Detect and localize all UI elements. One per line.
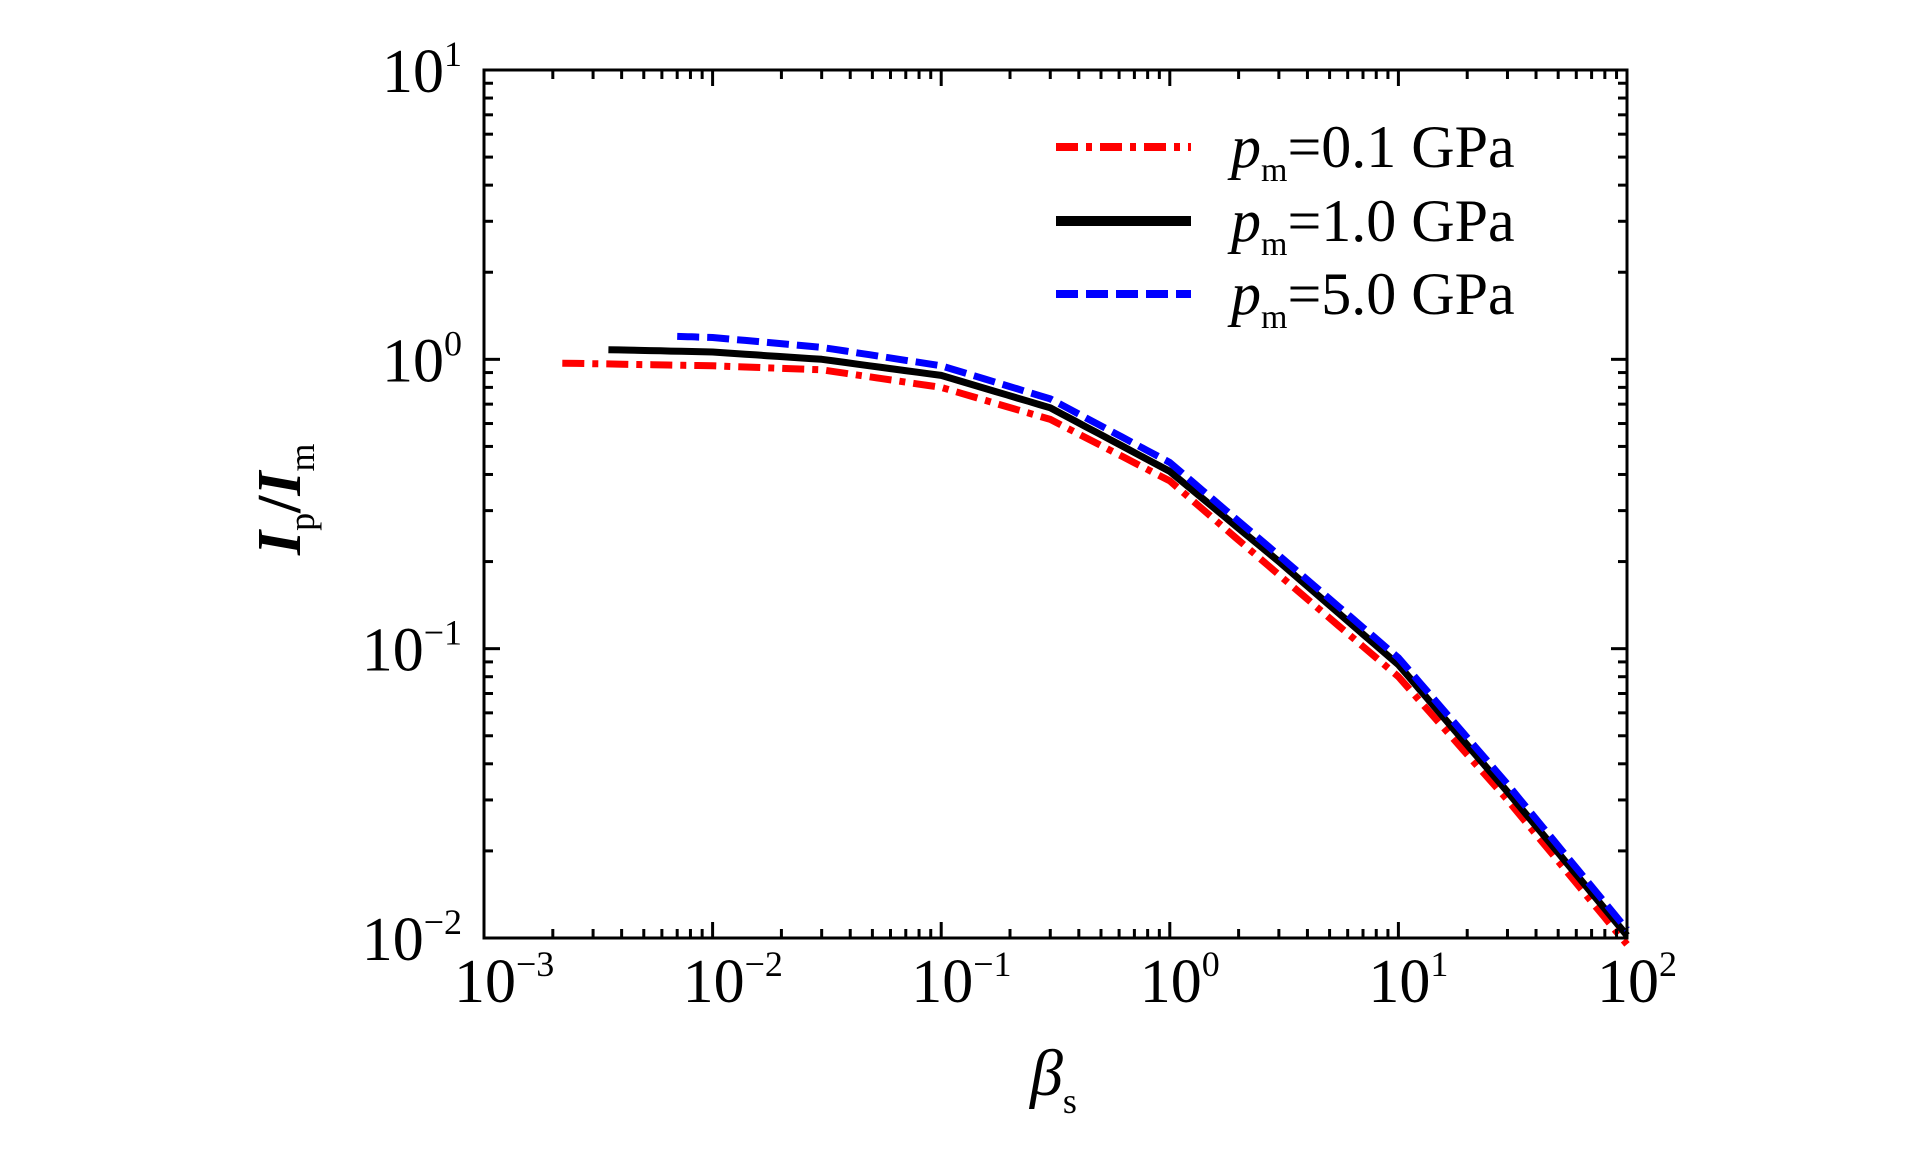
x-tick-label: 10−3 — [454, 944, 554, 1016]
y-tick-label: 100 — [382, 323, 462, 395]
x-tick-label: 100 — [1140, 944, 1220, 1016]
y-tick-label: 10−1 — [362, 613, 462, 685]
y-axis-label: Ip/Im — [246, 443, 322, 556]
x-tick-label: 102 — [1597, 944, 1677, 1016]
y-tick-label: 10−2 — [362, 902, 462, 974]
plot-frame — [482, 68, 1629, 940]
x-axis-label: βs — [1028, 1037, 1077, 1121]
legend-label-3: pm=5.0 GPa — [1227, 261, 1515, 336]
x-tick-label: 10−2 — [683, 944, 783, 1016]
curves — [562, 332, 1630, 947]
series-line-2 — [608, 346, 1630, 938]
legend-label-1: pm=0.1 GPa — [1227, 114, 1515, 189]
x-tick-label: 101 — [1368, 944, 1448, 1016]
x-tick-label: 10−1 — [911, 944, 1011, 1016]
series-line-1 — [562, 359, 1630, 947]
y-tick-label: 101 — [382, 34, 462, 106]
legend-label-2: pm=1.0 GPa — [1227, 188, 1515, 263]
series-line-3 — [677, 332, 1630, 932]
ticks — [482, 68, 1629, 940]
